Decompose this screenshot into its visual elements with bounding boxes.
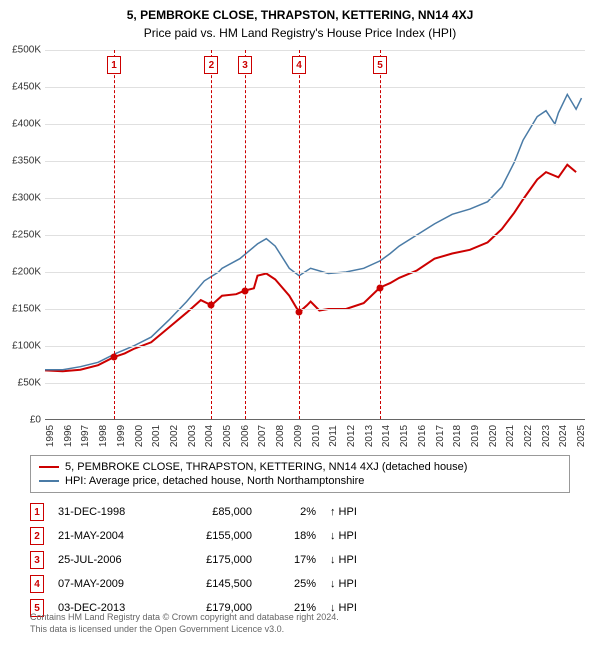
sale-price: £175,000 xyxy=(172,554,252,566)
legend-item: HPI: Average price, detached house, Nort… xyxy=(39,474,561,488)
sale-row: 2 21-MAY-2004 £155,000 18% ↓ HPI xyxy=(30,524,570,548)
x-tick-label: 1996 xyxy=(63,425,74,447)
chart-subtitle: Price paid vs. HM Land Registry's House … xyxy=(0,22,600,40)
y-tick-label: £100K xyxy=(12,341,41,352)
x-tick-label: 2006 xyxy=(240,425,251,447)
x-tick-label: 2016 xyxy=(417,425,428,447)
x-tick-label: 1999 xyxy=(116,425,127,447)
sale-date: 07-MAY-2009 xyxy=(58,578,158,590)
legend-label: HPI: Average price, detached house, Nort… xyxy=(65,475,364,487)
x-tick-label: 2021 xyxy=(505,425,516,447)
x-tick-label: 2024 xyxy=(558,425,569,447)
sale-date: 31-DEC-1998 xyxy=(58,506,158,518)
x-tick-label: 2015 xyxy=(399,425,410,447)
y-tick-label: £450K xyxy=(12,82,41,93)
x-tick-label: 2004 xyxy=(204,425,215,447)
sale-pct: 18% xyxy=(266,530,316,542)
legend-label: 5, PEMBROKE CLOSE, THRAPSTON, KETTERING,… xyxy=(65,461,467,473)
sale-direction: ↓ HPI xyxy=(330,578,370,590)
sale-row: 3 25-JUL-2006 £175,000 17% ↓ HPI xyxy=(30,548,570,572)
footer-line-1: Contains HM Land Registry data © Crown c… xyxy=(30,612,339,624)
x-tick-label: 2025 xyxy=(576,425,587,447)
x-tick-label: 2001 xyxy=(151,425,162,447)
sale-row: 1 31-DEC-1998 £85,000 2% ↑ HPI xyxy=(30,500,570,524)
sale-pct: 2% xyxy=(266,506,316,518)
x-tick-label: 1997 xyxy=(80,425,91,447)
x-tick-label: 2020 xyxy=(488,425,499,447)
sale-direction: ↓ HPI xyxy=(330,554,370,566)
sale-marker: 5 xyxy=(373,56,387,74)
x-tick-label: 2009 xyxy=(293,425,304,447)
sale-price: £155,000 xyxy=(172,530,252,542)
sale-row-marker: 1 xyxy=(30,503,44,521)
sale-row: 4 07-MAY-2009 £145,500 25% ↓ HPI xyxy=(30,572,570,596)
sale-direction: ↓ HPI xyxy=(330,530,370,542)
sale-direction: ↑ HPI xyxy=(330,506,370,518)
sale-pct: 17% xyxy=(266,554,316,566)
sale-row-marker: 3 xyxy=(30,551,44,569)
sale-marker: 1 xyxy=(107,56,121,74)
sale-pct: 25% xyxy=(266,578,316,590)
x-tick-label: 2022 xyxy=(523,425,534,447)
sale-marker: 3 xyxy=(238,56,252,74)
x-tick-label: 2000 xyxy=(134,425,145,447)
sale-date: 21-MAY-2004 xyxy=(58,530,158,542)
sale-date: 25-JUL-2006 xyxy=(58,554,158,566)
x-tick-label: 2011 xyxy=(328,425,339,447)
legend-item: 5, PEMBROKE CLOSE, THRAPSTON, KETTERING,… xyxy=(39,460,561,474)
sale-row-marker: 2 xyxy=(30,527,44,545)
x-tick-label: 2023 xyxy=(541,425,552,447)
sale-price: £85,000 xyxy=(172,506,252,518)
chart-title: 5, PEMBROKE CLOSE, THRAPSTON, KETTERING,… xyxy=(0,0,600,22)
y-tick-label: £0 xyxy=(30,415,41,426)
x-axis: 1995 1996 1997 1998 1999 2000 2001 2002 2003 2004… xyxy=(45,420,585,450)
plot-area: 1 2 3 4 5 xyxy=(45,50,585,420)
sale-row-marker: 4 xyxy=(30,575,44,593)
x-tick-label: 1995 xyxy=(45,425,56,447)
y-axis: £0£50K£100K£150K£200K£250K£300K£350K£400… xyxy=(0,50,45,420)
y-tick-label: £50K xyxy=(18,378,41,389)
sales-table: 1 31-DEC-1998 £85,000 2% ↑ HPI 2 21-MAY-2004 £1… xyxy=(30,500,570,620)
legend: 5, PEMBROKE CLOSE, THRAPSTON, KETTERING,… xyxy=(30,455,570,493)
x-tick-label: 2019 xyxy=(470,425,481,447)
footer: Contains HM Land Registry data © Crown c… xyxy=(30,612,339,635)
footer-line-2: This data is licensed under the Open Gov… xyxy=(30,624,339,636)
chart-container: 5, PEMBROKE CLOSE, THRAPSTON, KETTERING,… xyxy=(0,0,600,650)
x-tick-label: 1998 xyxy=(98,425,109,447)
x-tick-label: 2013 xyxy=(364,425,375,447)
sale-marker: 4 xyxy=(292,56,306,74)
x-tick-label: 2005 xyxy=(222,425,233,447)
y-tick-label: £200K xyxy=(12,267,41,278)
y-tick-label: £350K xyxy=(12,156,41,167)
x-tick-label: 2010 xyxy=(311,425,322,447)
x-tick-label: 2012 xyxy=(346,425,357,447)
y-tick-label: £400K xyxy=(12,119,41,130)
sale-marker: 2 xyxy=(204,56,218,74)
y-tick-label: £300K xyxy=(12,193,41,204)
x-tick-label: 2003 xyxy=(187,425,198,447)
x-tick-label: 2018 xyxy=(452,425,463,447)
x-tick-label: 2008 xyxy=(275,425,286,447)
sale-price: £145,500 xyxy=(172,578,252,590)
y-tick-label: £500K xyxy=(12,45,41,56)
x-tick-label: 2007 xyxy=(257,425,268,447)
x-tick-label: 2014 xyxy=(381,425,392,447)
y-tick-label: £150K xyxy=(12,304,41,315)
y-tick-label: £250K xyxy=(12,230,41,241)
x-tick-label: 2017 xyxy=(435,425,446,447)
x-tick-label: 2002 xyxy=(169,425,180,447)
